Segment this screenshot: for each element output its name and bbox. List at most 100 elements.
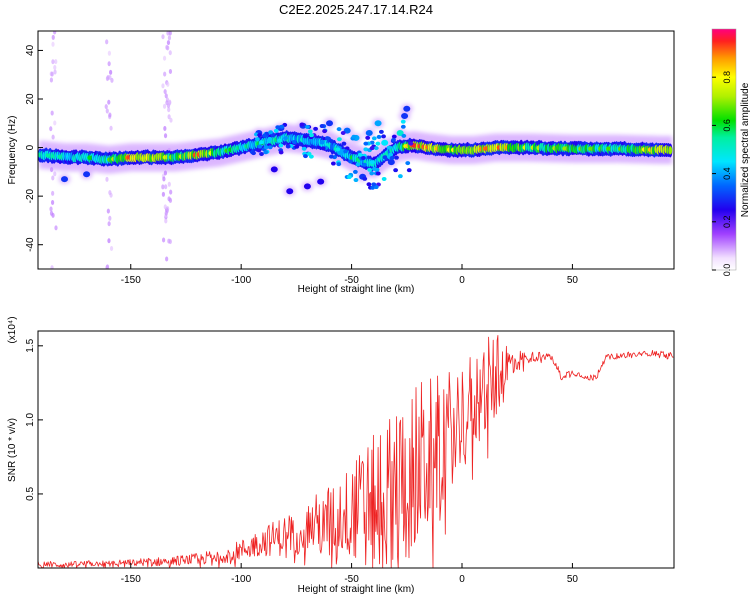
spectrogram-scatter-cell	[373, 185, 379, 190]
spectrogram-frame	[37, 30, 675, 270]
spectrogram-scatter-cell	[363, 141, 369, 146]
spectrogram-streak-cell	[51, 175, 55, 181]
spectrogram-streak-cell	[166, 81, 170, 87]
spectrogram-scatter-cell	[306, 151, 312, 156]
spectrogram-blob	[387, 159, 395, 166]
spectrogram-streak-cell	[169, 189, 173, 195]
spectrogram-scatter-cell	[361, 156, 366, 161]
spectrogram-scatter-cell	[405, 161, 411, 166]
snr-x-tick-label: -100	[231, 574, 251, 585]
spectrogram-streak-cell	[109, 245, 114, 251]
spectrogram-blob	[396, 130, 404, 136]
snr-x-tick-label: 50	[567, 574, 579, 585]
spectrogram-scatter-cell	[299, 122, 305, 127]
spectrogram-streak-cell	[167, 181, 171, 187]
spectrogram-scatter-cell	[369, 146, 375, 151]
spectrogram-core	[38, 31, 673, 269]
spectrogram-scatter-cell	[303, 154, 308, 159]
spectrogram-blob	[303, 183, 311, 190]
spectrogram-scatter-cell	[400, 124, 406, 129]
spectrogram-y-tick-label: 20	[25, 93, 36, 105]
spectrogram-scatter-cell	[348, 159, 353, 164]
spectrogram-streak-cell	[167, 114, 171, 120]
spectrogram-scatter-cell	[341, 141, 347, 146]
spectrogram-streak-cell	[167, 107, 171, 113]
spectrogram-streak-cell	[108, 112, 112, 118]
spectrogram-scatter-cell	[378, 129, 384, 134]
spectrogram-scatter-cell	[259, 152, 264, 157]
spectrogram-scatter-cell	[258, 140, 264, 145]
spectrogram-streak-cell	[107, 50, 111, 56]
colorbar-tick-label: 0.2	[722, 216, 732, 229]
spectrogram-scatter-cell	[328, 154, 334, 159]
spectrogram-scatter-cell	[357, 152, 363, 157]
colorbar-tick-label: 0.0	[722, 264, 732, 277]
spectrogram-streak-cell	[107, 221, 111, 227]
spectrogram-scatter-cell	[373, 146, 379, 151]
snr-panel: -150 -100 -50 0 50 0.5 1.0 1.5 Height of strai…	[7, 316, 675, 595]
spectrogram-streak-cell	[163, 125, 167, 131]
spectrogram-y-axis-label: Frequency (Hz)	[7, 116, 18, 185]
spectrogram-streak-cell	[51, 41, 55, 47]
spectrogram-scatter-cell	[366, 182, 372, 187]
spectrogram-scatter-cell	[279, 124, 285, 129]
spectrogram-streak-cell	[168, 69, 173, 75]
spectrogram-streak-cell	[164, 218, 168, 224]
colorbar-gradient	[711, 28, 737, 271]
snr-series-line	[38, 335, 674, 568]
spectrogram-scatter-cell	[335, 147, 341, 152]
colorbar: 0.0 0.2 0.4 0.6 0.8 Normalized spectral ampl…	[711, 28, 750, 277]
spectrogram-scatter-cell	[263, 145, 269, 150]
spectrogram-scatter-cell	[322, 129, 327, 134]
spectrogram-streak-cell	[53, 31, 57, 35]
spectrogram-scatter-cell	[301, 146, 307, 151]
spectrogram-streak-cell	[104, 104, 108, 110]
spectrogram-x-axis-label: Height of straight line (km)	[298, 284, 415, 295]
spectrogram-blob	[286, 188, 294, 195]
spectrogram-streak-cell	[108, 190, 112, 196]
spectrogram-scatter-cell	[394, 155, 399, 160]
spectrogram-streak-cell	[167, 35, 172, 41]
spectrogram-scatter-cell	[346, 175, 352, 180]
spectrogram-scatter-cell	[355, 162, 361, 167]
spectrogram-scatter-cell	[324, 136, 330, 141]
spectrogram-scatter-cell	[267, 136, 273, 141]
spectrogram-streak-cell	[168, 50, 172, 56]
spectrogram-scatter-cell	[313, 126, 318, 131]
spectrogram-scatter-cell	[305, 124, 310, 129]
spectrogram-scatter-cell	[328, 139, 334, 144]
spectrogram-y-ticks: -40 -20 0 20 40	[25, 44, 43, 252]
spectrogram-scatter-cell	[362, 176, 368, 181]
spectrogram-scatter-cell	[363, 147, 369, 152]
snr-x-tick-label: -150	[121, 574, 141, 585]
spectrogram-scatter-cell	[382, 155, 388, 160]
spectrogram-scatter-cell	[291, 140, 297, 145]
spectrogram-scatter-cell	[277, 138, 282, 143]
spectrogram-streak-cell	[105, 108, 109, 114]
spectrogram-scatter-cell	[319, 124, 325, 129]
spectrogram-scatter-cell	[406, 168, 412, 173]
spectrogram-streak-cell	[51, 134, 55, 140]
spectrogram-streak-cell	[162, 176, 166, 182]
spectrogram-scatter-cell	[371, 136, 377, 141]
spectrogram-y-tick-label: -20	[25, 188, 36, 203]
spectrogram-scatter-cell	[254, 137, 260, 142]
snr-x-tick-label: 0	[459, 574, 465, 585]
spectrogram-scatter-cell	[267, 145, 273, 150]
spectrogram-streak-cell	[167, 238, 171, 244]
spectrogram-blob	[381, 139, 389, 146]
spectrogram-scatter-cell	[353, 178, 359, 183]
spectrogram-scatter-cell	[371, 182, 377, 187]
spectrogram-scatter-cell	[309, 133, 314, 138]
spectrogram-scatter-cell	[330, 161, 336, 166]
snr-x-ticks: -150 -100 -50 0 50	[121, 563, 579, 585]
spectrogram-streak-cell	[164, 184, 168, 190]
spectrogram-blob	[326, 120, 333, 127]
spectrogram-scatter-cell	[372, 166, 377, 171]
spectrogram-scatter-cell	[343, 149, 348, 154]
spectrogram-streak-cell	[163, 71, 167, 77]
spectrogram-scatter-cell	[400, 119, 406, 124]
spectrogram-scatter-cell	[273, 128, 279, 133]
spectrogram-y-tick-label: -40	[25, 237, 36, 252]
chart-title: C2E2.2025.247.17.14.R24	[279, 2, 433, 17]
